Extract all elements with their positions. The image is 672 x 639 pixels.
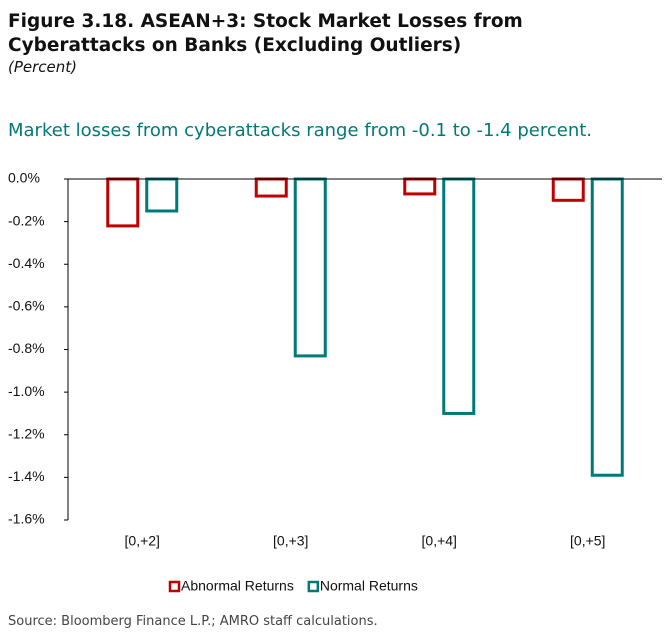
- y-tick-label: -1.0%: [8, 383, 45, 399]
- bar: [442, 177, 476, 415]
- source: Source: Bloomberg Finance L.P.; AMRO sta…: [8, 614, 378, 629]
- bar: [590, 177, 624, 477]
- chart-title: Figure 3.18. ASEAN+3: Stock Market Losse…: [8, 11, 523, 56]
- y-tick-label: -0.8%: [8, 340, 45, 356]
- bar: [106, 177, 140, 228]
- bar: [254, 177, 288, 198]
- y-tick-label: -1.6%: [8, 511, 45, 527]
- bar: [293, 177, 327, 358]
- y-tick-label: -0.2%: [8, 212, 45, 228]
- legend-swatch: [307, 580, 320, 593]
- legend-label: Abnormal Returns: [181, 578, 294, 594]
- y-tick-label: 0.0%: [8, 170, 40, 186]
- y-tick-label: -1.4%: [8, 468, 45, 484]
- bar: [145, 177, 179, 213]
- x-tick-label: [0,+2]: [125, 533, 160, 549]
- x-tick-label: [0,+3]: [273, 533, 308, 549]
- bar: [403, 177, 437, 196]
- annotation: Market losses from cyberattacks range fr…: [8, 120, 593, 141]
- x-tick-label: [0,+4]: [422, 533, 457, 549]
- chart-subtitle: (Percent): [8, 58, 78, 76]
- legend-swatch: [168, 580, 181, 593]
- legend-label: Normal Returns: [320, 578, 418, 594]
- x-tick-label: [0,+5]: [570, 533, 605, 549]
- bar: [551, 177, 585, 202]
- y-tick-label: -0.4%: [8, 255, 45, 271]
- y-tick-label: -1.2%: [8, 425, 45, 441]
- y-tick-label: -0.6%: [8, 298, 45, 314]
- chart: 0.0% -0.2% -0.4% -0.6% -0.8% -1.0% -1.2% -1.4% -…: [8, 170, 662, 594]
